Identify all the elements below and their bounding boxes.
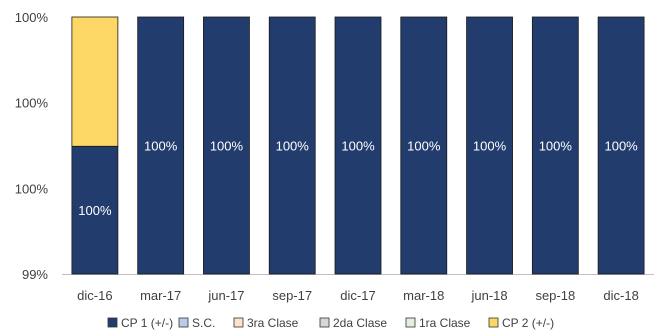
y-tick-label: 100% [15, 181, 49, 196]
legend-label: 3ra Clase [247, 316, 299, 330]
legend-swatch [233, 317, 244, 328]
bar-data-label: 100% [78, 203, 112, 218]
legend-swatch [178, 317, 189, 328]
bar-data-label: 100% [144, 139, 178, 154]
bar-data-label: 100% [473, 139, 507, 154]
legend: CP 1 (+/-) S.C. 3ra Clase 2da Clase 1ra Clas… [107, 316, 554, 330]
x-tick-label: dic-16 [77, 288, 112, 303]
bar-data-label: 100% [276, 139, 310, 154]
bar-data-label: 100% [604, 139, 638, 154]
bar-data-label: 100% [341, 139, 375, 154]
y-axis-tick-labels: 99% 100% 100% 100% [15, 10, 49, 282]
x-tick-label: sep-17 [272, 288, 312, 303]
bar-segment [466, 16, 513, 275]
bar-segment [531, 16, 579, 275]
legend-label: 1ra Clase [419, 316, 471, 330]
bar-segment [268, 16, 316, 275]
bar-segment [334, 16, 382, 275]
data-labels: 100% 100% 100% 100% 100% 100% 100% 100% 100% [78, 139, 638, 219]
y-tick-label: 100% [15, 96, 49, 111]
legend-swatch [488, 317, 499, 328]
x-tick-label: mar-17 [140, 288, 181, 303]
bar-segment [71, 16, 119, 147]
bar-segment [71, 145, 119, 275]
bar-data-label: 100% [407, 139, 441, 154]
y-tick-label: 100% [15, 10, 49, 25]
legend-swatch [319, 317, 330, 328]
bar-data-label: 100% [210, 139, 244, 154]
bar-segment [203, 16, 250, 275]
legend-label: CP 2 (+/-) [502, 316, 554, 330]
bar-data-label: 100% [539, 139, 573, 154]
x-tick-label: jun-18 [470, 288, 507, 303]
bar-segment [597, 16, 645, 275]
bars [71, 16, 645, 275]
legend-label: CP 1 (+/-) [121, 316, 173, 330]
y-tick-label: 99% [22, 267, 48, 282]
legend-swatch [405, 317, 416, 328]
x-tick-label: sep-18 [535, 288, 575, 303]
legend-label: 2da Clase [333, 316, 387, 330]
bar-segment [400, 16, 448, 275]
x-tick-label: dic-18 [603, 288, 638, 303]
x-tick-label: jun-17 [207, 288, 244, 303]
x-axis-tick-labels: dic-16 mar-17 jun-17 sep-17 dic-17 mar-18 jun-… [77, 288, 639, 303]
bar-segment [137, 16, 185, 275]
legend-label: S.C. [192, 316, 215, 330]
x-tick-label: dic-17 [340, 288, 375, 303]
legend-swatch [107, 317, 118, 328]
x-tick-label: mar-18 [403, 288, 444, 303]
